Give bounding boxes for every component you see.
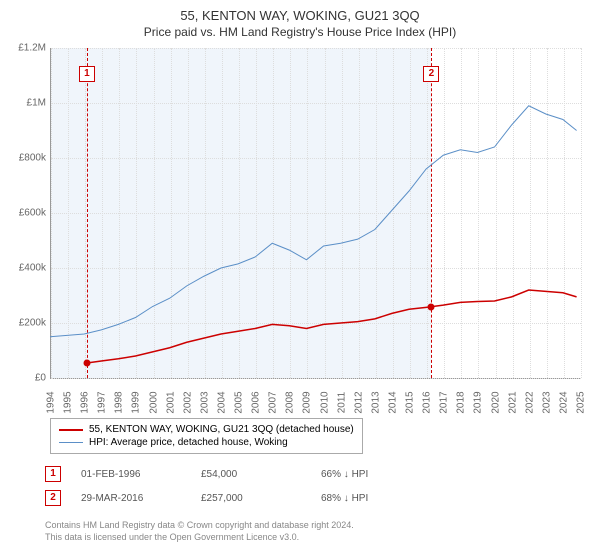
transaction-row: 1 01-FEB-1996£54,00066% ↓ HPI xyxy=(45,462,441,486)
transaction-row: 2 29-MAR-2016£257,00068% ↓ HPI xyxy=(45,486,441,510)
x-axis-label: 2023 xyxy=(541,388,552,418)
footer-attribution: Contains HM Land Registry data © Crown c… xyxy=(45,520,354,543)
x-axis-label: 2011 xyxy=(336,388,347,418)
x-axis-label: 2012 xyxy=(353,388,364,418)
x-axis-label: 2017 xyxy=(439,388,450,418)
transaction-date: 01-FEB-1996 xyxy=(81,469,201,480)
y-axis-label: £800k xyxy=(19,153,46,164)
y-axis-label: £1M xyxy=(27,98,46,109)
y-axis-label: £600k xyxy=(19,208,46,219)
x-axis-label: 2003 xyxy=(199,388,210,418)
transaction-pct: 68% ↓ HPI xyxy=(321,493,441,504)
x-axis-label: 2005 xyxy=(234,388,245,418)
x-axis-label: 1998 xyxy=(114,388,125,418)
x-axis-label: 1994 xyxy=(46,388,57,418)
legend-row: 55, KENTON WAY, WOKING, GU21 3QQ (detach… xyxy=(59,423,354,436)
x-axis-label: 2009 xyxy=(302,388,313,418)
transaction-pct: 66% ↓ HPI xyxy=(321,469,441,480)
transaction-price: £257,000 xyxy=(201,493,321,504)
legend-row: HPI: Average price, detached house, Woki… xyxy=(59,436,354,449)
legend-label: 55, KENTON WAY, WOKING, GU21 3QQ (detach… xyxy=(89,424,354,435)
chart-subtitle: Price paid vs. HM Land Registry's House … xyxy=(0,23,600,39)
legend-swatch xyxy=(59,429,83,431)
x-axis-label: 2000 xyxy=(148,388,159,418)
series-property xyxy=(86,290,577,363)
legend: 55, KENTON WAY, WOKING, GU21 3QQ (detach… xyxy=(50,418,363,454)
x-axis-label: 2010 xyxy=(319,388,330,418)
x-axis-label: 2013 xyxy=(370,388,381,418)
x-axis-label: 1999 xyxy=(131,388,142,418)
y-axis-label: £400k xyxy=(19,263,46,274)
x-axis-label: 2007 xyxy=(268,388,279,418)
x-axis-label: 2021 xyxy=(507,388,518,418)
x-axis-label: 2015 xyxy=(405,388,416,418)
x-axis-label: 2006 xyxy=(251,388,262,418)
x-axis-label: 1996 xyxy=(80,388,91,418)
x-axis-label: 2004 xyxy=(216,388,227,418)
footer-line2: This data is licensed under the Open Gov… xyxy=(45,532,354,544)
transaction-marker: 2 xyxy=(45,490,61,506)
transactions-table: 1 01-FEB-1996£54,00066% ↓ HPI 2 29-MAR-2016… xyxy=(45,462,441,510)
gridline-h xyxy=(51,378,581,379)
y-axis-label: £0 xyxy=(35,373,46,384)
x-axis-label: 2014 xyxy=(387,388,398,418)
transaction-price: £54,000 xyxy=(201,469,321,480)
x-axis-label: 1995 xyxy=(63,388,74,418)
legend-swatch xyxy=(59,442,83,443)
x-axis-label: 2022 xyxy=(524,388,535,418)
transaction-marker: 1 xyxy=(45,466,61,482)
chart-area: £0£200k£400k£600k£800k£1M£1.2M1994199519… xyxy=(50,48,580,378)
x-axis-label: 2020 xyxy=(490,388,501,418)
x-axis-label: 2018 xyxy=(456,388,467,418)
x-axis-label: 2001 xyxy=(165,388,176,418)
footer-line1: Contains HM Land Registry data © Crown c… xyxy=(45,520,354,532)
y-axis-label: £1.2M xyxy=(18,43,46,54)
x-axis-label: 2008 xyxy=(285,388,296,418)
chart-title: 55, KENTON WAY, WOKING, GU21 3QQ xyxy=(0,0,600,23)
x-axis-label: 2025 xyxy=(576,388,587,418)
series-hpi xyxy=(50,106,577,337)
transaction-date: 29-MAR-2016 xyxy=(81,493,201,504)
x-axis-label: 1997 xyxy=(97,388,108,418)
x-axis-label: 2024 xyxy=(558,388,569,418)
y-axis-label: £200k xyxy=(19,318,46,329)
legend-label: HPI: Average price, detached house, Woki… xyxy=(89,437,288,448)
x-axis-label: 2016 xyxy=(422,388,433,418)
chart-svg xyxy=(50,48,580,378)
x-axis-label: 2019 xyxy=(473,388,484,418)
gridline-v xyxy=(581,48,582,378)
x-axis-label: 2002 xyxy=(182,388,193,418)
